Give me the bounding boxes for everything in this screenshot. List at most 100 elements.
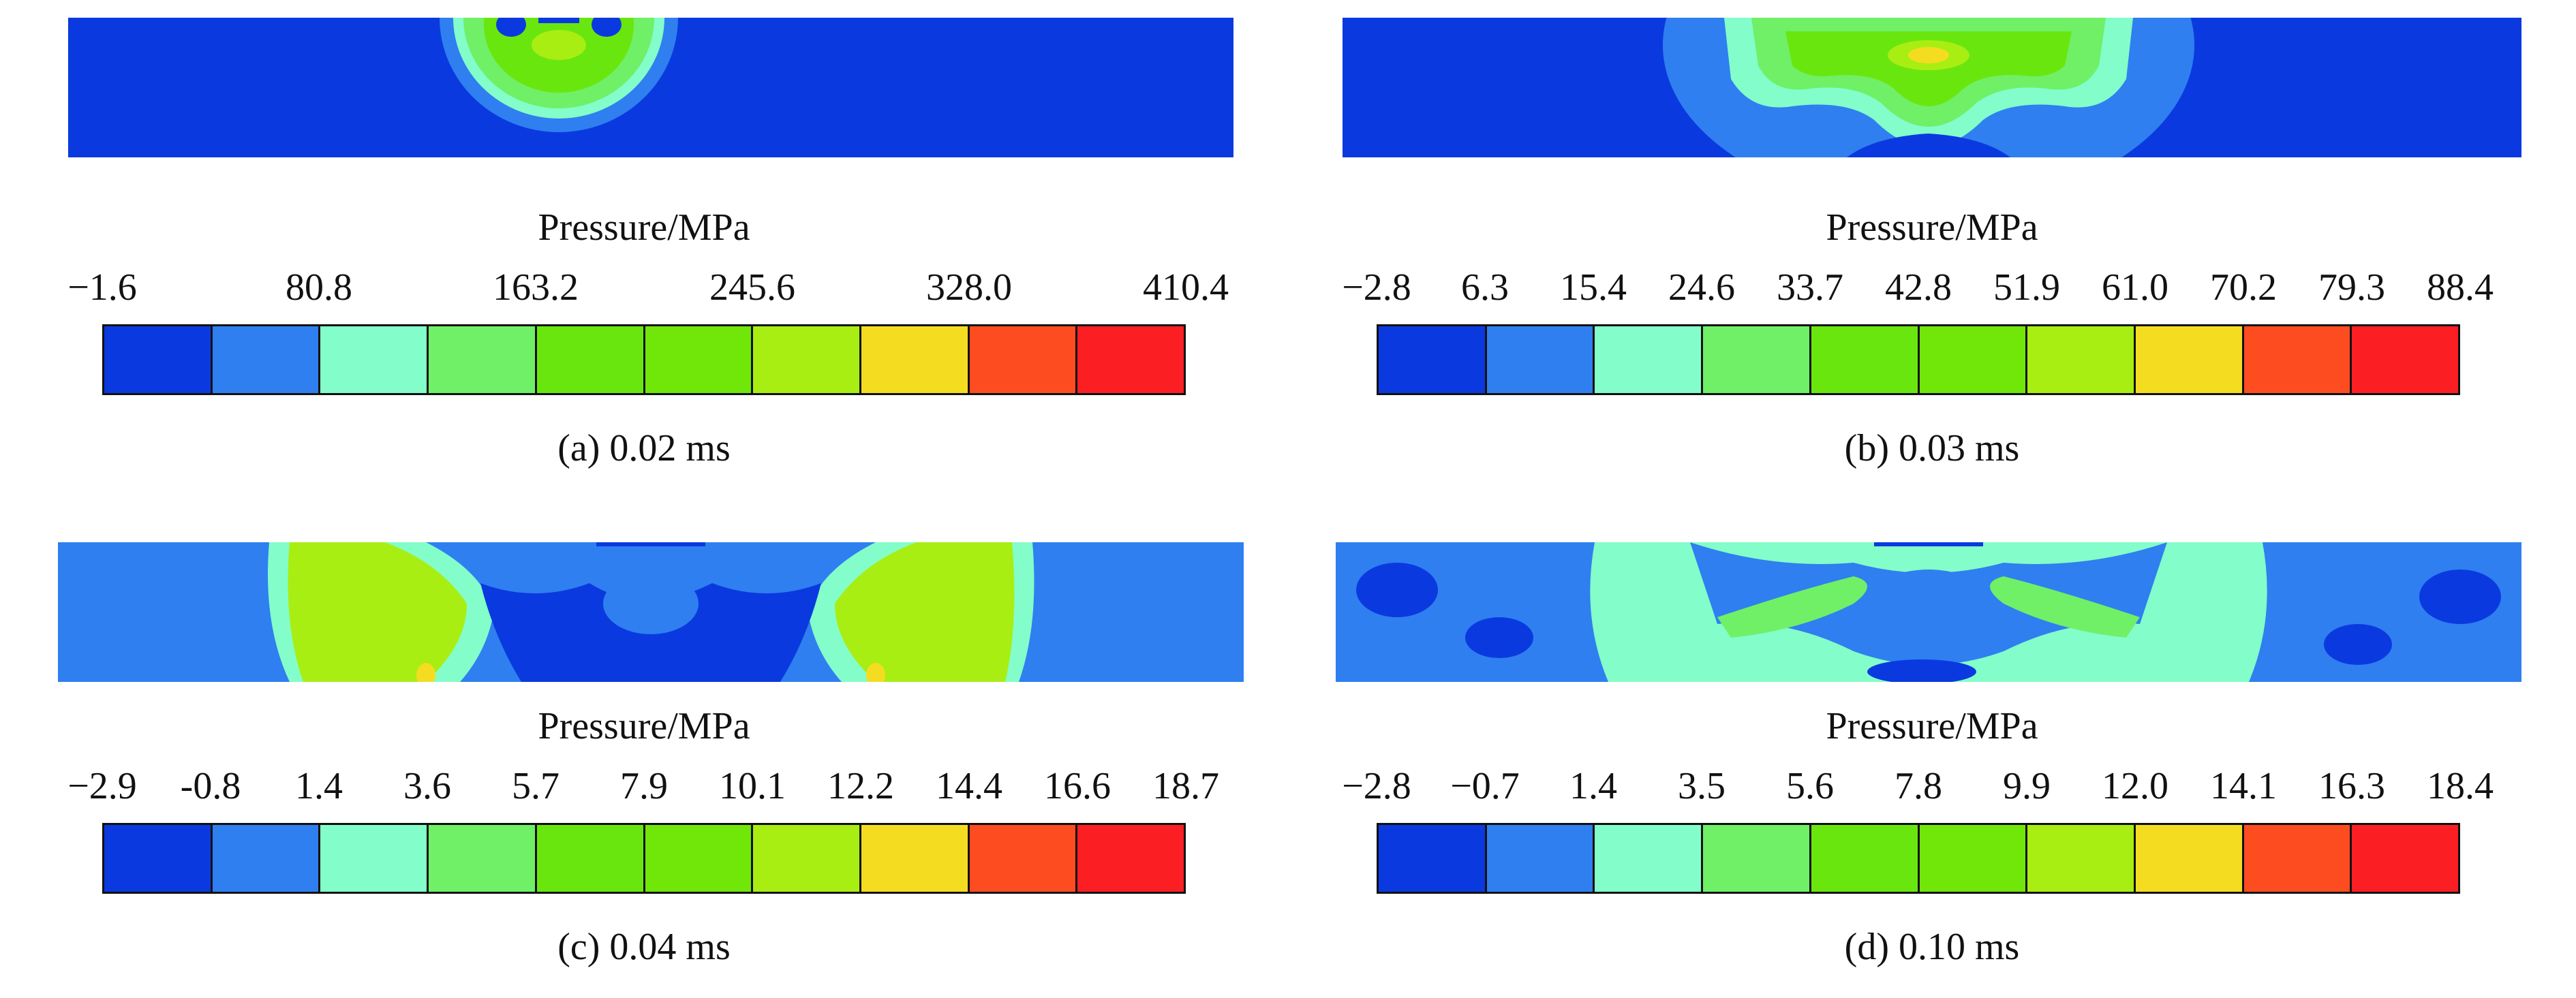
tick-label: 6.3 bbox=[1461, 266, 1509, 309]
colorbar-ticks: −2.8 6.3 15.4 24.6 33.7 42.8 51.9 61.0 7… bbox=[1342, 266, 2494, 309]
colorbar-ticks: −2.9 -0.8 1.4 3.6 5.7 7.9 10.1 12.2 14.4… bbox=[67, 765, 1219, 808]
tick-label: 16.3 bbox=[2318, 765, 2385, 807]
tick-label: 14.4 bbox=[936, 765, 1002, 807]
colorbar-swatch bbox=[1077, 326, 1184, 393]
panel-caption: (c) 0.04 ms bbox=[557, 926, 731, 968]
tick-label: 42.8 bbox=[1885, 266, 1952, 309]
tick-label: −2.8 bbox=[1342, 266, 1411, 309]
colorbar-ticks: −2.8 −0.7 1.4 3.5 5.6 7.8 9.9 12.0 14.1 … bbox=[1342, 765, 2494, 808]
colorbar-swatch bbox=[1703, 326, 1811, 393]
colorbar-swatch bbox=[2027, 326, 2136, 393]
tick-label: 9.9 bbox=[2003, 765, 2051, 807]
colorbar-swatch bbox=[861, 825, 970, 892]
colorbar-swatch bbox=[429, 326, 537, 393]
tick-label: 3.6 bbox=[403, 765, 451, 807]
colorbar-swatch bbox=[1486, 825, 1595, 892]
colorbar-swatch bbox=[104, 326, 213, 393]
legend-title: Pressure/MPa bbox=[538, 206, 750, 249]
colorbar-swatch bbox=[2243, 825, 2352, 892]
panel-c: Pressure/MPa −2.9 -0.8 1.4 3.6 5.7 7.9 1… bbox=[0, 499, 1288, 997]
pressure-contour-plot-c bbox=[58, 542, 1244, 682]
colorbar-swatch bbox=[104, 825, 213, 892]
pressure-contour-plot-d bbox=[1336, 542, 2521, 682]
tick-label: 15.4 bbox=[1560, 266, 1627, 309]
colorbar-swatch bbox=[861, 326, 970, 393]
tick-label: 18.4 bbox=[2427, 765, 2494, 807]
colorbar-swatch bbox=[2135, 326, 2244, 393]
colorbar-swatch bbox=[753, 825, 861, 892]
panel-caption: (a) 0.02 ms bbox=[557, 427, 731, 469]
tick-label: 5.7 bbox=[512, 765, 559, 807]
tick-label: 12.2 bbox=[827, 765, 894, 807]
tick-label: 163.2 bbox=[493, 266, 579, 309]
colorbar-swatch bbox=[212, 825, 321, 892]
tick-label: 10.1 bbox=[719, 765, 786, 807]
colorbar bbox=[1377, 324, 2460, 395]
panel-caption: (b) 0.03 ms bbox=[1844, 427, 2020, 469]
tick-label: 3.5 bbox=[1678, 765, 1726, 807]
tick-label: −2.8 bbox=[1342, 765, 1411, 807]
panel-d: Pressure/MPa −2.8 −0.7 1.4 3.5 5.6 7.8 9… bbox=[1288, 499, 2576, 997]
panel-b: Pressure/MPa −2.8 6.3 15.4 24.6 33.7 42.… bbox=[1288, 0, 2576, 499]
tick-label: 51.9 bbox=[1993, 266, 2060, 309]
panel-caption: (d) 0.10 ms bbox=[1844, 926, 2020, 968]
colorbar-swatch bbox=[969, 326, 1078, 393]
colorbar-swatch bbox=[753, 326, 861, 393]
colorbar-swatch bbox=[1379, 825, 1487, 892]
colorbar-swatch bbox=[1919, 825, 2028, 892]
tick-label: 7.9 bbox=[620, 765, 668, 807]
colorbar-ticks: −1.6 80.8 163.2 245.6 328.0 410.4 bbox=[67, 266, 1229, 309]
tick-label: 1.4 bbox=[1569, 765, 1617, 807]
pressure-contour-plot-a bbox=[68, 18, 1233, 157]
colorbar-swatch bbox=[536, 326, 645, 393]
panel-a: Pressure/MPa −1.6 80.8 163.2 245.6 328.0… bbox=[0, 0, 1288, 499]
tick-label: 79.3 bbox=[2318, 266, 2385, 309]
colorbar-swatch bbox=[1703, 825, 1811, 892]
colorbar-swatch bbox=[2027, 825, 2136, 892]
colorbar-swatch bbox=[1595, 825, 1704, 892]
tick-label: 1.4 bbox=[295, 765, 343, 807]
legend-title: Pressure/MPa bbox=[1826, 206, 2038, 249]
tick-label: −0.7 bbox=[1450, 765, 1520, 807]
tick-label: 24.6 bbox=[1668, 266, 1735, 309]
tick-label: 80.8 bbox=[286, 266, 352, 309]
colorbar-swatch bbox=[2352, 825, 2459, 892]
colorbar-swatch bbox=[645, 825, 754, 892]
colorbar-swatch bbox=[1595, 326, 1704, 393]
colorbar-swatch bbox=[1077, 825, 1184, 892]
colorbar-swatch bbox=[320, 825, 429, 892]
tick-label: 7.8 bbox=[1895, 765, 1942, 807]
tick-label: 16.6 bbox=[1044, 765, 1111, 807]
colorbar-swatch bbox=[2135, 825, 2244, 892]
colorbar-swatch bbox=[645, 326, 754, 393]
colorbar-swatch bbox=[2352, 326, 2459, 393]
tick-label: 410.4 bbox=[1143, 266, 1229, 309]
tick-label: 70.2 bbox=[2210, 266, 2277, 309]
tick-label: 33.7 bbox=[1777, 266, 1843, 309]
tick-label: -0.8 bbox=[180, 765, 241, 807]
colorbar-swatch bbox=[2243, 326, 2352, 393]
tick-label: −1.6 bbox=[67, 266, 137, 309]
colorbar-swatch bbox=[536, 825, 645, 892]
colorbar-swatch bbox=[429, 825, 537, 892]
colorbar-swatch bbox=[1811, 326, 1920, 393]
tick-label: −2.9 bbox=[67, 765, 137, 807]
colorbar bbox=[1377, 823, 2460, 894]
tick-label: 88.4 bbox=[2427, 266, 2494, 309]
colorbar bbox=[102, 823, 1186, 894]
tick-label: 61.0 bbox=[2102, 266, 2168, 309]
colorbar-swatch bbox=[969, 825, 1078, 892]
colorbar bbox=[102, 324, 1186, 395]
tick-label: 12.0 bbox=[2102, 765, 2168, 807]
tick-label: 245.6 bbox=[709, 266, 795, 309]
colorbar-swatch bbox=[212, 326, 321, 393]
tick-label: 328.0 bbox=[926, 266, 1012, 309]
colorbar-swatch bbox=[1379, 326, 1487, 393]
colorbar-swatch bbox=[1811, 825, 1920, 892]
tick-label: 5.6 bbox=[1786, 765, 1834, 807]
colorbar-swatch bbox=[1486, 326, 1595, 393]
tick-label: 14.1 bbox=[2210, 765, 2277, 807]
legend-title: Pressure/MPa bbox=[1826, 705, 2038, 747]
tick-label: 18.7 bbox=[1152, 765, 1219, 807]
colorbar-swatch bbox=[320, 326, 429, 393]
